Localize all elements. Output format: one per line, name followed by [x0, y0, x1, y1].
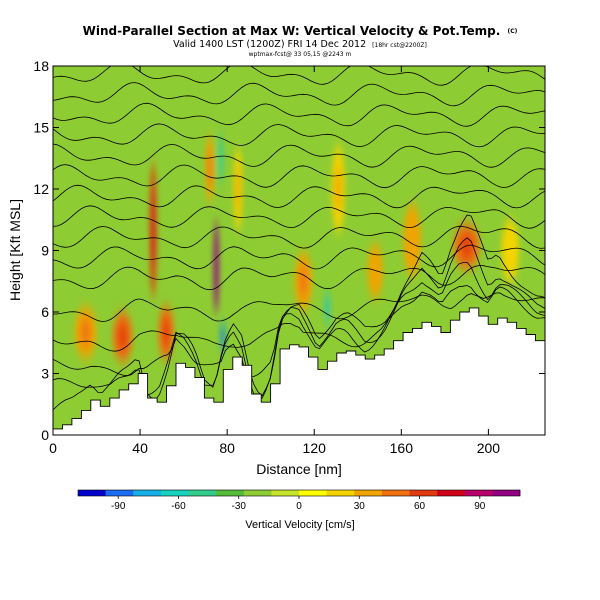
- isentrope-12: [53, 123, 545, 148]
- w-cell-core-0: [80, 318, 92, 347]
- isentrope-5: [53, 265, 545, 291]
- x-tick-label: 200: [477, 440, 501, 456]
- w-cell-core-15: [371, 256, 380, 286]
- x-tick-label: 80: [219, 440, 235, 456]
- w-cell-core-9: [221, 328, 224, 346]
- colorbar-swatch-9: [326, 490, 355, 496]
- w-cell-core-17: [460, 233, 474, 259]
- colorbar-swatch-15: [492, 490, 521, 496]
- colorbar-swatch-2: [133, 490, 162, 496]
- w-cell-core-7: [215, 241, 218, 293]
- w-cell-core-3: [151, 193, 155, 267]
- potential-temperature-isentropes: [53, 66, 545, 411]
- y-tick-label: 0: [41, 427, 49, 443]
- isentrope-1: [53, 237, 545, 399]
- x-tick-label: 0: [49, 440, 57, 456]
- colorbar: [77, 489, 521, 497]
- colorbar-swatch-0: [78, 490, 106, 496]
- vertical-velocity-field: [74, 131, 519, 362]
- colorbar-swatch-5: [216, 490, 245, 496]
- title-mark: (C): [508, 28, 518, 35]
- colorbar-swatch-13: [437, 490, 466, 496]
- terrain-mask: [53, 307, 545, 435]
- y-axis-ticks: 0 3 6 9 12 15 18: [33, 58, 545, 443]
- chart-subtitle: Valid 1400 LST (1200Z) FRI 14 Dec 2012 […: [173, 39, 427, 50]
- colorbar-swatch-3: [160, 490, 189, 496]
- colorbar-swatch-11: [381, 490, 410, 496]
- isentrope-4: [53, 292, 545, 322]
- y-tick-label: 3: [41, 366, 49, 382]
- colorbar-tick-label: -90: [111, 501, 126, 512]
- isentrope-15: [53, 66, 545, 86]
- x-axis-label: Distance [nm]: [256, 461, 342, 477]
- isentrope-13: [53, 102, 545, 127]
- isentrope-2: [53, 261, 545, 378]
- w-cell-core-4: [162, 317, 171, 348]
- colorbar-tick-label: 0: [296, 501, 302, 512]
- isentrope-8: [53, 205, 545, 229]
- w-cell-core-2: [131, 238, 140, 263]
- colorbar-tick-label: -30: [232, 501, 247, 512]
- w-cell-core-11: [261, 192, 267, 227]
- colorbar-tick-label: 90: [474, 501, 486, 512]
- colorbar-tick-label: -60: [171, 501, 186, 512]
- y-tick-label: 6: [41, 304, 49, 320]
- isentrope-11: [53, 143, 545, 168]
- y-tick-label: 9: [41, 243, 49, 259]
- x-axis-ticks: 0 40 80 120 160 200: [49, 66, 500, 456]
- colorbar-swatch-12: [409, 490, 438, 496]
- y-tick-label: 15: [33, 120, 49, 136]
- colorbar-swatch-10: [354, 490, 383, 496]
- w-cell-core-16: [407, 220, 417, 260]
- y-axis-label: Height [Kft MSL]: [7, 199, 23, 301]
- isentrope-0: [53, 214, 545, 411]
- terrain: [53, 307, 545, 435]
- x-tick-label: 160: [390, 440, 414, 456]
- isentrope-9: [53, 184, 545, 209]
- chart-title: Wind-Parallel Section at Max W: Vertical…: [83, 24, 518, 38]
- w-cell-core-6: [207, 150, 212, 187]
- colorbar-swatch-7: [271, 490, 300, 496]
- colorbar-swatch-6: [243, 490, 272, 496]
- subtitle-tail: [18hr cst@2200Z]: [372, 42, 427, 49]
- colorbar-ticks: -90 -60 -30 0 30 60 90: [111, 496, 486, 512]
- isentrope-6: [53, 244, 545, 270]
- w-cell-core-18: [505, 233, 515, 268]
- w-cell-core-14: [334, 165, 342, 213]
- colorbar-swatch-1: [105, 490, 134, 496]
- colorbar-tick-label: 30: [354, 501, 366, 512]
- x-tick-label: 120: [303, 440, 327, 456]
- w-cell-core-12: [299, 265, 308, 298]
- isentrope-3: [53, 285, 545, 352]
- w-cell-core-13: [326, 298, 329, 317]
- x-tick-label: 40: [132, 440, 148, 456]
- isentrope-7: [53, 225, 545, 249]
- w-cell-core-8: [219, 143, 222, 173]
- colorbar-tick-label: 60: [414, 501, 426, 512]
- colorbar-swatch-4: [188, 490, 217, 496]
- isentrope-14: [53, 82, 545, 107]
- isentrope-10: [53, 164, 545, 189]
- chart-subtitle-2: wptmax-fcst@ 33 05,15 @2243 m: [249, 51, 352, 58]
- y-tick-label: 12: [33, 181, 49, 197]
- colorbar-swatch-14: [464, 490, 493, 496]
- w-cell-core-5: [184, 233, 192, 268]
- w-cell-core-1: [117, 323, 128, 351]
- colorbar-swatch-8: [299, 490, 327, 496]
- y-tick-label: 18: [33, 58, 49, 74]
- w-cell-core-10: [235, 166, 241, 212]
- colorbar-label: Vertical Velocity [cm/s]: [245, 519, 354, 531]
